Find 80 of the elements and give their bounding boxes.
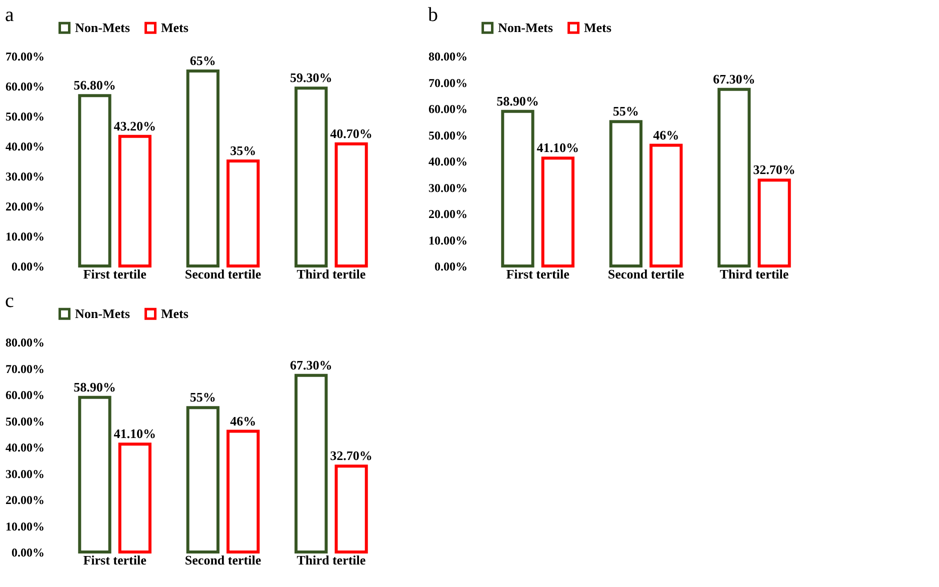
y-tick-label: 30.00% <box>6 170 44 184</box>
data-label: 67.30% <box>290 357 332 372</box>
data-label: 32.70% <box>330 448 372 464</box>
y-tick-label: 0.00% <box>434 260 468 274</box>
legend-label: Non-Mets <box>75 306 130 321</box>
y-tick-label: 30.00% <box>428 180 468 195</box>
x-tick-label: Second tertile <box>608 266 684 282</box>
bar <box>334 142 368 268</box>
x-tick-label: First tertile <box>83 266 147 282</box>
bar <box>294 86 328 268</box>
y-tick-label: 0.00% <box>12 260 44 274</box>
data-label: 40.70% <box>330 126 372 141</box>
y-tick-label: 50.00% <box>428 128 468 142</box>
bar <box>650 144 683 268</box>
data-label: 58.90% <box>496 93 539 108</box>
bar <box>226 160 260 268</box>
legend-label: Non-Mets <box>75 20 130 35</box>
y-tick-label: 20.00% <box>428 207 468 221</box>
bar <box>78 396 112 554</box>
legend-label: Non-Mets <box>498 20 553 35</box>
x-tick-label: First tertile <box>506 266 570 282</box>
data-label: 35% <box>230 143 256 158</box>
data-label: 41.10% <box>536 140 580 156</box>
data-label: 56.80% <box>74 78 116 93</box>
y-tick-label: 80.00% <box>428 50 468 64</box>
y-tick-label: 70.00% <box>6 50 44 64</box>
data-label: 41.10% <box>114 426 156 442</box>
bar <box>186 70 220 268</box>
x-tick-label: Second tertile <box>184 552 262 568</box>
y-tick-label: 40.00% <box>6 440 44 454</box>
chart-title: a <box>5 4 14 26</box>
bar <box>718 88 751 268</box>
data-label: 46% <box>653 127 680 142</box>
y-tick-label: 50.00% <box>6 110 44 124</box>
bar <box>118 442 152 554</box>
bar <box>78 94 112 268</box>
y-tick-label: 70.00% <box>6 362 44 376</box>
x-tick-label: Third tertile <box>720 266 789 282</box>
y-tick-label: 60.00% <box>6 80 44 94</box>
data-label: 55% <box>612 104 639 119</box>
y-tick-label: 70.00% <box>428 76 468 90</box>
data-label: 46% <box>230 413 256 428</box>
data-label: 55% <box>190 390 216 405</box>
chart-title: c <box>5 290 14 312</box>
x-tick-label: Second tertile <box>184 266 262 282</box>
y-tick-label: 80.00% <box>6 336 44 350</box>
y-tick-label: 20.00% <box>6 200 44 214</box>
data-label: 67.30% <box>712 71 756 86</box>
bar <box>609 120 642 268</box>
y-tick-label: 30.00% <box>6 466 44 481</box>
data-label: 32.70% <box>753 162 796 178</box>
x-tick-label: Third tertile <box>296 266 366 282</box>
bar <box>541 156 574 268</box>
bar <box>118 134 152 268</box>
data-label: 58.90% <box>74 379 116 394</box>
y-tick-label: 40.00% <box>428 154 468 168</box>
y-tick-label: 10.00% <box>6 230 44 244</box>
y-tick-label: 10.00% <box>428 233 468 248</box>
legend-label: Mets <box>161 20 188 35</box>
bar <box>226 430 260 554</box>
bar <box>334 464 368 554</box>
legend-label: Mets <box>161 306 188 321</box>
y-tick-label: 60.00% <box>428 102 468 116</box>
y-tick-label: 20.00% <box>6 493 44 507</box>
x-tick-label: Third tertile <box>296 552 366 568</box>
data-label: 65% <box>190 53 216 68</box>
chart-title: b <box>428 4 438 26</box>
data-label: 59.30% <box>290 70 332 86</box>
y-tick-label: 40.00% <box>6 140 44 154</box>
y-tick-label: 0.00% <box>12 546 44 560</box>
data-label: 43.20% <box>114 118 156 134</box>
y-tick-label: 10.00% <box>6 519 44 534</box>
legend-label: Mets <box>584 20 612 35</box>
bar <box>294 374 328 554</box>
bar <box>186 406 220 554</box>
y-tick-label: 60.00% <box>6 388 44 402</box>
bar <box>758 178 791 268</box>
bar <box>501 110 534 268</box>
x-tick-label: First tertile <box>83 552 147 568</box>
y-tick-label: 50.00% <box>6 414 44 428</box>
